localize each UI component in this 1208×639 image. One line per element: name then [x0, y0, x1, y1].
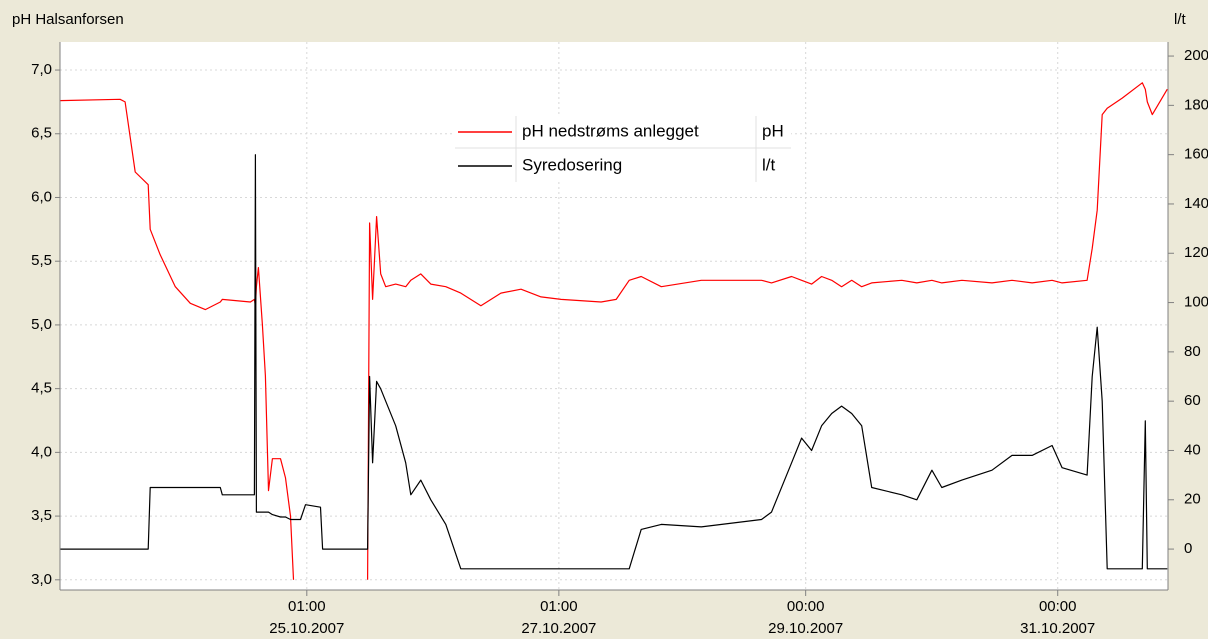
legend-unit: pH: [762, 121, 784, 140]
x-tick-label: 01:00: [288, 598, 326, 615]
x-tick-label: 25.10.2007: [269, 620, 344, 637]
y-tick-label: 7,0: [31, 61, 52, 78]
y2-tick-label: 60: [1184, 392, 1201, 409]
y2-tick-label: 100: [1184, 294, 1208, 311]
legend-label: Syredosering: [522, 155, 622, 174]
x-tick-label: 27.10.2007: [521, 620, 596, 637]
y-tick-label: 5,5: [31, 252, 52, 269]
y-tick-label: 3,5: [31, 507, 52, 524]
x-tick-label: 00:00: [787, 598, 825, 615]
y2-tick-label: 200: [1184, 47, 1208, 64]
legend-label: pH nedstrøms anlegget: [522, 121, 699, 140]
y2-tick-label: 0: [1184, 540, 1192, 557]
y-tick-label: 4,0: [31, 443, 52, 460]
chart-title: pH Halsanforsen: [12, 11, 124, 28]
y2-tick-label: 40: [1184, 441, 1201, 458]
y-tick-label: 3,0: [31, 571, 52, 588]
y2-tick-label: 80: [1184, 343, 1201, 360]
y2-axis-label: l/t: [1174, 11, 1187, 28]
y2-tick-label: 120: [1184, 244, 1208, 261]
y-tick-label: 6,5: [31, 125, 52, 142]
legend-unit: l/t: [762, 155, 776, 174]
y-tick-label: 5,0: [31, 316, 52, 333]
y2-tick-label: 20: [1184, 491, 1201, 508]
y2-tick-label: 160: [1184, 146, 1208, 163]
x-tick-label: 29.10.2007: [768, 620, 843, 637]
y-tick-label: 4,5: [31, 380, 52, 397]
y-tick-label: 6,0: [31, 188, 52, 205]
series-line: [60, 154, 1168, 570]
legend-box: [455, 116, 791, 182]
x-tick-label: 00:00: [1039, 598, 1077, 615]
x-tick-label: 01:00: [540, 598, 578, 615]
y2-tick-label: 180: [1184, 96, 1208, 113]
series-lines: [60, 82, 1168, 580]
x-tick-label: 31.10.2007: [1020, 620, 1095, 637]
series-line: [60, 82, 1168, 580]
legend: pH nedstrøms anlegget pH Syredosering l/…: [455, 116, 791, 182]
y2-tick-label: 140: [1184, 195, 1208, 212]
